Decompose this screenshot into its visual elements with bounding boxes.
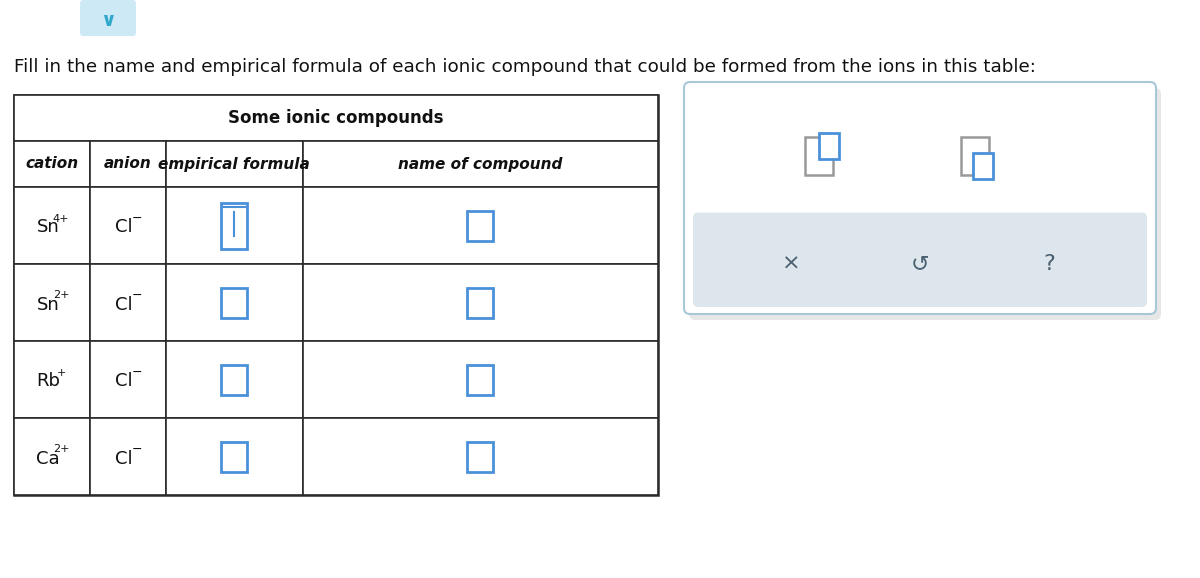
Bar	[90, 141, 166, 187]
Bar	[818, 133, 839, 159]
Bar	[973, 153, 994, 179]
Text: +: +	[56, 368, 66, 377]
Bar	[90, 418, 166, 495]
Bar	[302, 141, 658, 187]
Bar	[166, 187, 302, 264]
Bar	[467, 365, 493, 395]
Text: −: −	[132, 212, 143, 225]
Bar	[14, 95, 658, 495]
Bar	[166, 141, 302, 187]
Bar	[467, 287, 493, 317]
Bar	[166, 341, 302, 418]
Text: 2+: 2+	[53, 444, 70, 454]
Bar	[166, 418, 302, 495]
Text: −: −	[132, 289, 143, 302]
Text: Cl: Cl	[115, 218, 133, 236]
Bar	[961, 137, 989, 175]
Bar	[90, 264, 166, 341]
Text: −: −	[132, 366, 143, 379]
Text: Some ionic compounds: Some ionic compounds	[228, 109, 444, 127]
Text: 2+: 2+	[53, 291, 70, 301]
Text: ×: ×	[782, 254, 800, 274]
Text: Fill in the name and empirical formula of each ionic compound that could be form: Fill in the name and empirical formula o…	[14, 58, 1036, 76]
Text: Cl: Cl	[115, 372, 133, 391]
Bar	[302, 418, 658, 495]
Bar	[805, 137, 833, 175]
Bar	[467, 210, 493, 240]
Bar	[14, 341, 90, 418]
Bar	[90, 341, 166, 418]
Bar	[14, 95, 658, 141]
Text: Rb: Rb	[36, 372, 60, 391]
FancyBboxPatch shape	[689, 88, 1162, 320]
FancyBboxPatch shape	[684, 82, 1156, 314]
Text: −: −	[132, 443, 143, 456]
Text: Ca: Ca	[36, 450, 60, 468]
Bar	[302, 264, 658, 341]
Text: Cl: Cl	[115, 295, 133, 313]
Bar	[14, 418, 90, 495]
Bar	[221, 287, 247, 317]
Text: ?: ?	[1043, 254, 1055, 274]
Bar	[221, 365, 247, 395]
Bar	[221, 202, 247, 249]
Bar	[14, 187, 90, 264]
Text: 4+: 4+	[53, 213, 70, 224]
Text: Sn: Sn	[37, 295, 59, 313]
Bar	[90, 187, 166, 264]
Text: Sn: Sn	[37, 218, 59, 236]
Bar	[14, 264, 90, 341]
Text: anion: anion	[104, 157, 152, 172]
Text: ∨: ∨	[100, 10, 116, 29]
Text: cation: cation	[25, 157, 78, 172]
Bar	[14, 141, 90, 187]
Text: ↺: ↺	[911, 254, 929, 274]
Text: name of compound: name of compound	[398, 157, 563, 172]
Text: empirical formula: empirical formula	[158, 157, 310, 172]
Bar	[302, 341, 658, 418]
FancyBboxPatch shape	[80, 0, 136, 36]
Text: Cl: Cl	[115, 450, 133, 468]
Bar	[221, 442, 247, 472]
FancyBboxPatch shape	[694, 213, 1147, 307]
Bar	[302, 187, 658, 264]
Bar	[166, 264, 302, 341]
Bar	[467, 442, 493, 472]
